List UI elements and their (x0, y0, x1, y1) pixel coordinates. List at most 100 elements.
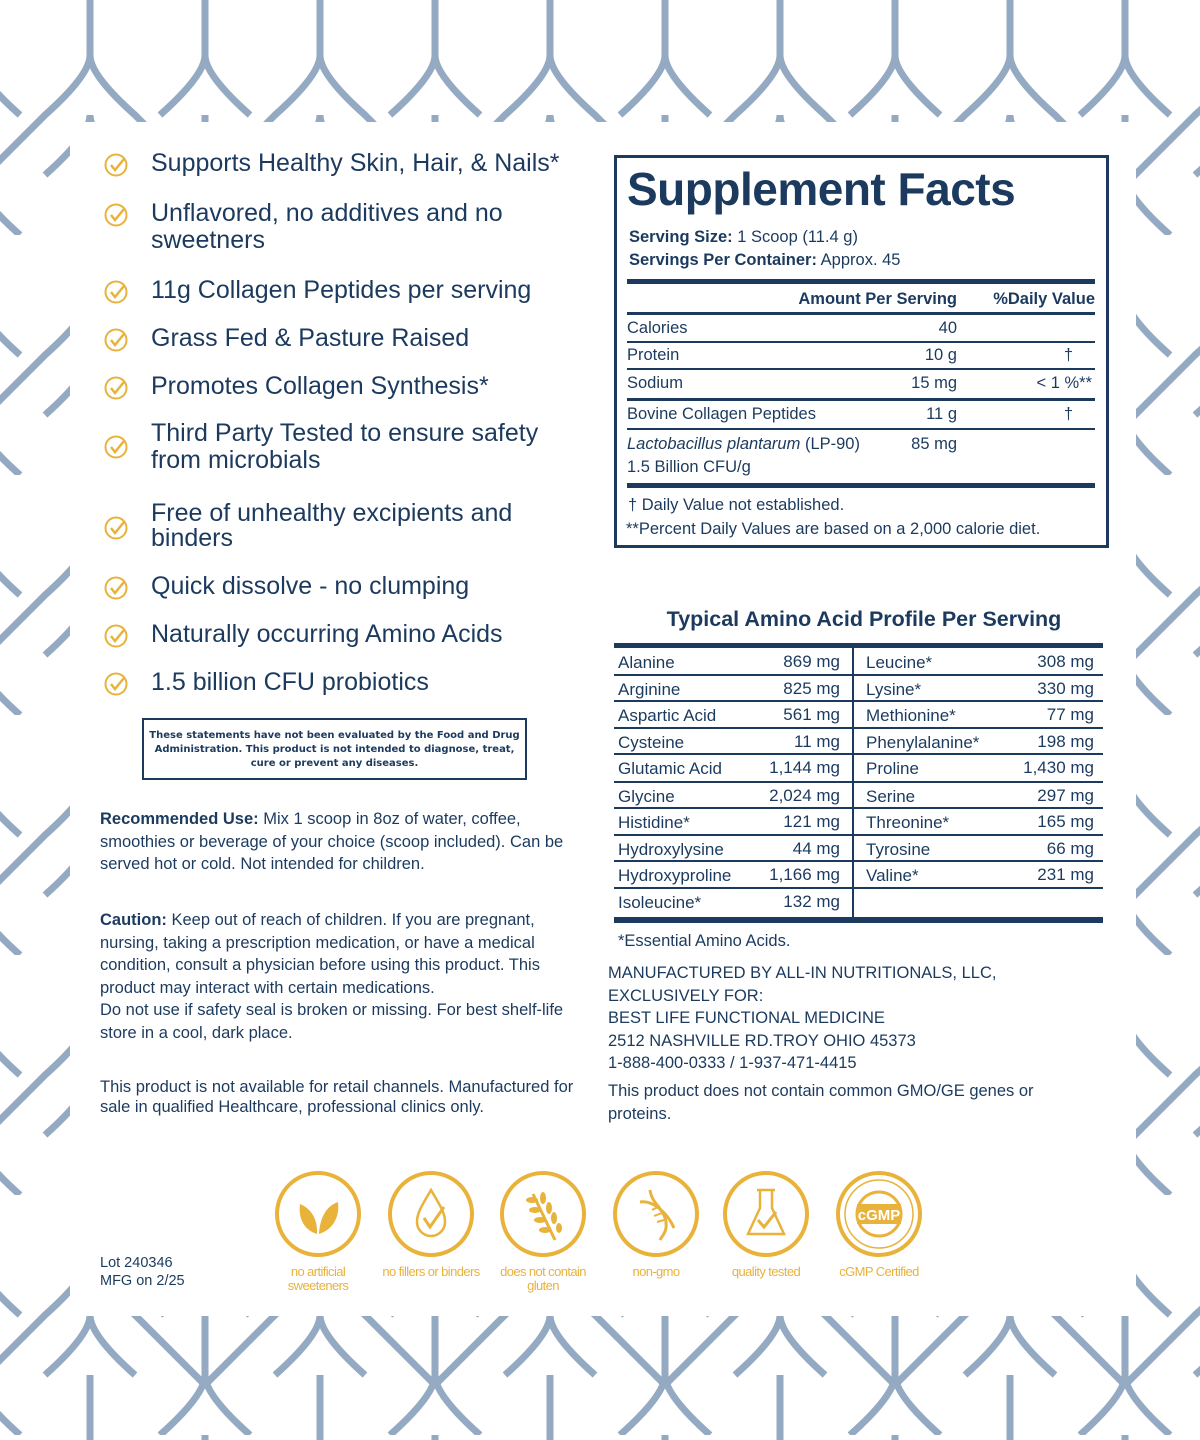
wheat-icon (500, 1171, 586, 1257)
caution: Caution: Keep out of reach of children. … (100, 909, 578, 1044)
lot-number: Lot 240346 (100, 1255, 173, 1271)
benefit-item: 1.5 billion CFU probiotics (104, 669, 429, 697)
serving-size: Serving Size: 1 Scoop (11.4 g) (629, 228, 858, 247)
row-divider (614, 886, 1103, 889)
amino-name: Threonine* (866, 813, 950, 832)
badge-cgmp-certified: cGMP cGMP Certified (824, 1170, 934, 1279)
probiotic-amount: 85 mg (911, 435, 957, 453)
amino-acid-table: Alanine 869 mg Leucine* 308 mg Arginine 825 m… (614, 643, 1103, 923)
amino-name: Histidine* (618, 813, 690, 832)
divider (627, 368, 1095, 370)
benefit-item: Promotes Collagen Synthesis* (104, 373, 489, 401)
amino-name: Methionine* (866, 706, 956, 725)
badge-no-artificial-sweeteners: no artificial sweeteners (263, 1170, 373, 1293)
amino-amount: 561 mg (783, 705, 840, 724)
benefit-item: Supports Healthy Skin, Hair, & Nails* (104, 150, 560, 178)
essential-note: *Essential Amino Acids. (618, 932, 791, 950)
benefit-item: Unflavored, no additives and no sweetner… (104, 200, 503, 254)
recommended-use-label: Recommended Use: (100, 810, 259, 828)
divider (627, 398, 1095, 401)
amino-amount: 121 mg (783, 812, 840, 831)
amino-amount: 132 mg (783, 891, 840, 911)
probiotic-row: Lactobacillus plantarum (LP-90) 85 mg 1.… (627, 433, 1095, 479)
gmo-note: This product does not contain common GMO… (608, 1082, 1034, 1123)
badge-label: no artificial sweeteners (287, 1264, 349, 1293)
divider (614, 643, 1103, 648)
row-divider (614, 753, 1103, 755)
flask-check-icon (723, 1171, 809, 1257)
check-circle-icon (104, 328, 128, 352)
benefit-item: Grass Fed & Pasture Raised (104, 325, 469, 353)
amino-amount: 825 mg (783, 678, 840, 698)
badge-quality-tested: quality tested (711, 1170, 821, 1279)
probiotic-name: Lactobacillus plantarum (627, 435, 801, 453)
amino-name: Cysteine (618, 732, 685, 752)
benefit-text: Free of unhealthy excipients and binders (151, 499, 513, 552)
badge-label: no fillers or binders (382, 1264, 480, 1279)
check-circle-icon (104, 376, 128, 400)
badge-label: non-gmo (632, 1264, 680, 1279)
check-circle-icon (104, 153, 128, 177)
check-circle-icon (104, 672, 128, 696)
amino-amount: 2,024 mg (769, 785, 840, 805)
header-amount: Amount Per Serving (798, 290, 957, 308)
amino-name: Valine* (866, 866, 919, 885)
nutrient-name: Calories (627, 319, 688, 337)
amino-name: Arginine (618, 679, 681, 699)
amino-amount: 297 mg (1037, 785, 1094, 805)
mfg-date: MFG on 2/25 (100, 1273, 185, 1289)
divider (614, 917, 1103, 923)
cgmp-seal-icon: cGMP (836, 1171, 922, 1257)
facts-row: Calories 40 (627, 319, 1095, 338)
nutrient-dv: † (1063, 346, 1073, 364)
retail-note: This product is not available for retail… (100, 1078, 574, 1116)
amino-name: Hydroxylysine (618, 839, 724, 859)
badge-no-fillers: no fillers or binders (376, 1170, 486, 1279)
divider (627, 428, 1095, 430)
nutrient-dv: † (1063, 405, 1073, 423)
benefit-item: Free of unhealthy excipients and binders (104, 501, 512, 551)
check-circle-icon (104, 435, 128, 459)
row-divider (614, 673, 1103, 676)
amino-name: Alanine (618, 653, 675, 672)
amino-amount: 66 mg (1046, 838, 1094, 858)
amino-amount: 1,430 mg (1023, 758, 1094, 777)
amino-name: Isoleucine* (618, 892, 702, 912)
amino-name: Proline (866, 759, 919, 778)
benefit-text: Promotes Collagen Synthesis* (151, 372, 489, 400)
manufacturer-line: 2512 NASHVILLE RD.TROY OHIO 45373 (608, 1031, 916, 1050)
manufacturer-line: BEST LIFE FUNCTIONAL MEDICINE (608, 1009, 885, 1027)
lot-info: Lot 240346 MFG on 2/25 (100, 1254, 185, 1290)
badge-gluten-free: does not contain gluten (488, 1170, 598, 1293)
check-circle-icon (104, 624, 128, 648)
nutrient-amount: 40 (938, 319, 957, 337)
nutrient-dv: < 1 %** (1036, 374, 1093, 392)
nutrient-amount: 11 g (926, 405, 957, 423)
amino-amount: 231 mg (1037, 865, 1094, 884)
probiotic-strain: (LP-90) (800, 435, 860, 453)
supplement-facts-panel: Supplement Facts Serving Size: 1 Scoop (… (614, 155, 1109, 548)
row-divider (614, 780, 1103, 783)
amino-name: Phenylalanine* (866, 732, 980, 752)
amino-amount: 165 mg (1037, 812, 1094, 831)
divider (627, 483, 1095, 488)
facts-row: Bovine Collagen Peptides 11 g † (627, 405, 1095, 424)
footnote-dv: † Daily Value not established. (628, 496, 845, 514)
caution-text-2: Do not use if safety seal is broken or m… (100, 1001, 564, 1042)
amino-title: Typical Amino Acid Profile Per Serving (666, 607, 1062, 631)
amino-name: Aspartic Acid (618, 706, 717, 725)
amino-amount: 308 mg (1037, 652, 1094, 671)
manufacturer-info: MANUFACTURED BY ALL-IN NUTRITIONALS, LLC… (608, 962, 1108, 1075)
header-dv: %Daily Value (993, 290, 1095, 308)
amino-name: Serine (866, 786, 916, 806)
row-divider (614, 833, 1103, 836)
nutrient-name: Protein (627, 346, 680, 364)
badge-label: does not contain gluten (500, 1264, 586, 1293)
serving-size-label: Serving Size: (629, 228, 733, 246)
row-divider (614, 807, 1103, 809)
badge-non-gmo: non-gmo (601, 1170, 711, 1279)
amino-amount: 330 mg (1037, 678, 1094, 698)
benefit-text: Quick dissolve - no clumping (151, 572, 470, 600)
amino-name: Tyrosine (866, 839, 931, 859)
svg-text:cGMP: cGMP (858, 1207, 901, 1224)
